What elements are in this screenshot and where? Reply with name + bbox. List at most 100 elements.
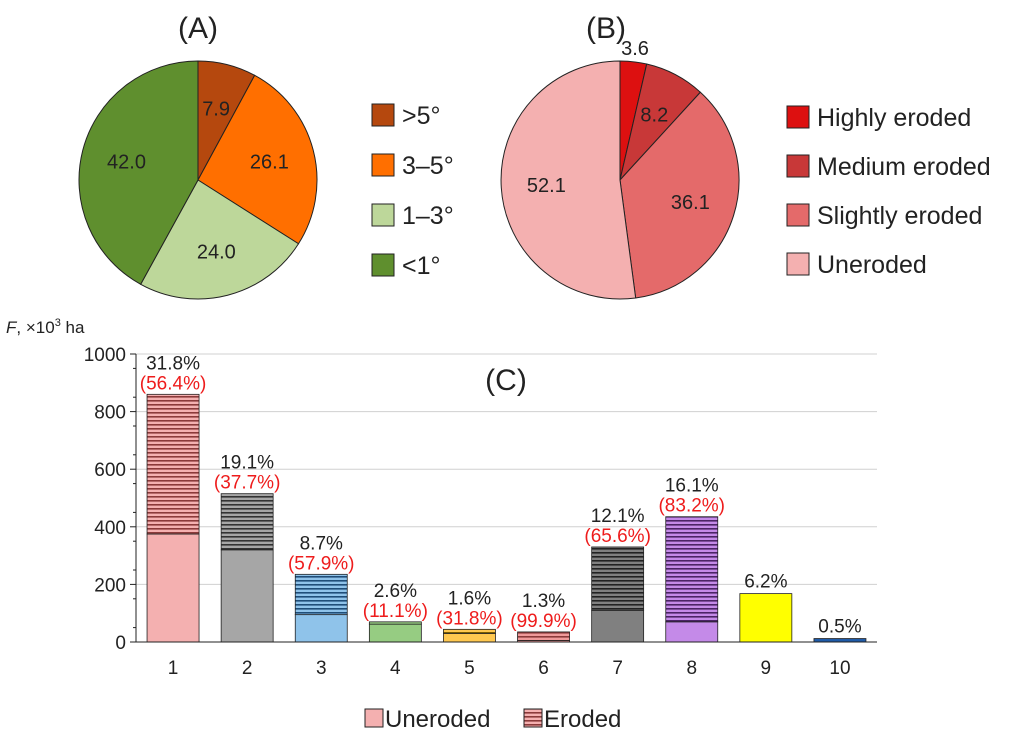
slice-value-label: 7.9 <box>202 99 230 121</box>
panel-a-title: (A) <box>178 12 218 45</box>
bar-uneroded <box>591 609 645 643</box>
x-tick-label: 3 <box>316 658 327 679</box>
panel-c: F, ×103 ha 0 200 400 600 800 1000 31.8%(56.4%… <box>6 317 877 733</box>
legend-swatch <box>786 105 810 129</box>
y-tick-label: 1000 <box>84 345 126 366</box>
pie-a: 7.9 26.1 24.0 42.0 <box>78 60 318 300</box>
bar-uneroded <box>665 621 719 643</box>
panel-b-title: (B) <box>586 12 626 45</box>
legend-swatch <box>786 154 810 178</box>
slice-value-label: 52.1 <box>527 175 566 197</box>
eroded-share-label: (57.9%) <box>288 553 355 574</box>
legend-swatch <box>371 253 395 277</box>
share-label: 2.6% <box>374 581 417 602</box>
pie-slice <box>500 60 637 300</box>
legend-swatch <box>786 252 810 276</box>
slice-value-label: 8.2 <box>640 105 668 127</box>
pie-slice <box>78 60 199 285</box>
x-tick-label: 8 <box>686 658 697 679</box>
share-label: 31.8% <box>146 353 200 374</box>
legend-label: Highly eroded <box>817 104 971 132</box>
bars: 31.8%(56.4%)19.1%(37.7%)8.7%(57.9%)2.6%(… <box>140 353 867 643</box>
bar-uneroded <box>220 549 274 643</box>
bar-legend: Uneroded Eroded <box>364 706 621 733</box>
legend-swatch <box>371 103 395 127</box>
legend-swatch <box>371 203 395 227</box>
share-label: 12.1% <box>591 506 645 527</box>
slice-value-label: 36.1 <box>671 192 710 214</box>
y-axis-label: F, ×103 ha <box>6 317 85 337</box>
legend-label: Medium eroded <box>817 153 991 181</box>
legend-label: 1–3° <box>402 202 454 230</box>
bar-uneroded <box>813 638 867 643</box>
x-tick-label: 1 <box>168 658 179 679</box>
x-tick-label: 6 <box>538 658 549 679</box>
slice-value-label: 42.0 <box>107 152 146 174</box>
share-label: 8.7% <box>300 533 343 554</box>
x-tick-label: 2 <box>242 658 253 679</box>
share-label: 1.3% <box>522 591 565 612</box>
legend-label: <1° <box>402 252 441 280</box>
bar-uneroded <box>368 623 422 643</box>
bar-eroded <box>368 621 422 625</box>
panel-b: (B) 3.6 8.2 36.1 52.1 Highly eroded Medium e… <box>500 12 991 300</box>
pie-slice <box>197 74 318 245</box>
legend-label: Slightly eroded <box>817 202 982 230</box>
y-axis: 0 200 400 600 800 1000 <box>84 345 137 654</box>
bar-eroded <box>146 393 200 535</box>
slice-value-label: 26.1 <box>250 151 289 173</box>
bar-uneroded <box>146 533 200 643</box>
panel-c-title: (C) <box>485 364 527 397</box>
legend-label: >5° <box>402 102 441 130</box>
share-label: 19.1% <box>220 453 274 474</box>
bar-eroded <box>294 573 348 616</box>
panel-a: (A) 7.9 26.1 24.0 42.0 >5° 3–5° 1–3° <1° <box>78 12 454 300</box>
legend-label: Uneroded <box>817 251 927 279</box>
legend-swatch-eroded <box>523 708 543 728</box>
legend-label: Uneroded <box>385 706 490 733</box>
x-axis: 1 2 3 4 5 6 7 8 9 10 <box>136 641 877 679</box>
eroded-share-label: (11.1%) <box>363 601 428 622</box>
bar-eroded <box>443 628 496 634</box>
share-label: 16.1% <box>665 476 719 497</box>
legend-swatch-uneroded <box>364 708 384 728</box>
share-label: 1.6% <box>448 588 491 609</box>
pie-b: 3.6 8.2 36.1 52.1 <box>500 38 740 300</box>
bar-uneroded <box>739 593 793 643</box>
eroded-share-label: (83.2%) <box>658 496 725 517</box>
eroded-share-label: (31.8%) <box>436 608 503 629</box>
eroded-share-label: (56.4%) <box>140 373 207 394</box>
bar-uneroded <box>294 614 348 643</box>
x-tick-label: 5 <box>464 658 475 679</box>
bar-eroded <box>591 546 645 611</box>
x-tick-label: 7 <box>612 658 623 679</box>
slice-value-label: 24.0 <box>197 242 236 264</box>
pie-a-legend: >5° 3–5° 1–3° <1° <box>371 102 454 280</box>
x-tick-label: 10 <box>829 658 850 679</box>
y-tick-label: 0 <box>115 633 126 654</box>
eroded-share-label: (99.9%) <box>510 611 577 632</box>
bar-eroded <box>517 631 570 641</box>
y-tick-label: 200 <box>94 575 126 596</box>
y-tick-label: 800 <box>94 403 126 424</box>
pie-slice <box>139 179 300 300</box>
legend-label: 3–5° <box>402 152 454 180</box>
y-tick-label: 400 <box>94 518 126 539</box>
bar-eroded <box>220 493 274 551</box>
share-label: 0.5% <box>818 617 861 638</box>
legend-label: Eroded <box>544 706 621 733</box>
share-label: 6.2% <box>744 572 787 593</box>
x-tick-label: 4 <box>390 658 401 679</box>
bar-eroded <box>665 516 719 623</box>
pie-slice <box>619 91 740 299</box>
legend-swatch <box>786 203 810 227</box>
x-tick-label: 9 <box>761 658 772 679</box>
y-tick-label: 600 <box>94 460 126 481</box>
eroded-share-label: (37.7%) <box>214 473 281 494</box>
eroded-share-label: (65.6%) <box>584 526 651 547</box>
pie-b-legend: Highly eroded Medium eroded Slightly erode… <box>786 104 991 279</box>
slice-value-label: 3.6 <box>621 38 649 60</box>
legend-swatch <box>371 153 395 177</box>
bar-uneroded <box>443 632 496 643</box>
